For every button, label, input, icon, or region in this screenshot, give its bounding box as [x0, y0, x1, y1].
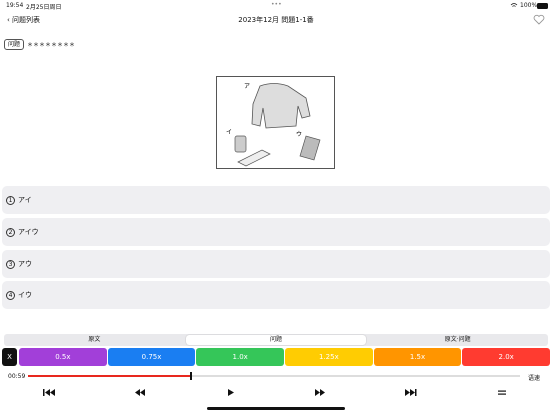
- speed-button[interactable]: 0.5x: [19, 348, 107, 366]
- speed-button[interactable]: 0.75x: [107, 348, 196, 366]
- image-label: イ: [226, 129, 232, 136]
- view-tabs: 原文 问题 原文·问题: [4, 334, 548, 346]
- speed-button[interactable]: 1.25x: [285, 348, 373, 366]
- speed-buttons: 0.5x 0.75x 1.0x 1.25x 1.5x 2.0x: [19, 348, 551, 366]
- battery-level: 100%: [520, 2, 538, 9]
- favorite-button[interactable]: [533, 14, 545, 25]
- option-text: イウ: [18, 291, 32, 299]
- option[interactable]: 1 アイ: [2, 186, 550, 214]
- option-text: アイウ: [18, 228, 39, 236]
- back-label[interactable]: 问题列表: [12, 16, 41, 24]
- option[interactable]: 4 イウ: [2, 281, 550, 309]
- question-masked: ＊＊＊＊＊＊＊＊: [27, 42, 76, 49]
- rewind[interactable]: [135, 389, 145, 396]
- nav-title: 2023年12月 問題1-1番: [238, 16, 314, 24]
- skip-forward[interactable]: [405, 389, 417, 396]
- tab-selected[interactable]: 问题: [185, 335, 367, 345]
- progress-fill: [28, 375, 191, 377]
- status-time: 19:54: [6, 2, 24, 9]
- option[interactable]: 2 アイウ: [2, 218, 550, 246]
- option-text: アウ: [18, 260, 32, 268]
- back-button[interactable]: ‹ 问题列表: [7, 16, 41, 24]
- speed-label[interactable]: 语速: [528, 375, 541, 382]
- status-date: 2月25日周日: [26, 4, 62, 11]
- player-controls: [43, 389, 506, 396]
- option-number: 4: [6, 290, 15, 300]
- tab[interactable]: 原文: [88, 336, 101, 343]
- current-time: 00:59: [8, 373, 26, 380]
- close-speed[interactable]: X: [2, 348, 17, 366]
- option-number: 1: [6, 195, 15, 205]
- question-tag: 问题: [4, 39, 25, 50]
- status-icons: [510, 3, 548, 9]
- speed-button[interactable]: 1.0x: [196, 348, 285, 366]
- image-label: ウ: [296, 130, 302, 138]
- progress-thumb[interactable]: [190, 372, 192, 380]
- multitask-dots[interactable]: •••: [271, 1, 282, 8]
- fast-forward[interactable]: [315, 389, 325, 396]
- menu[interactable]: [498, 390, 506, 395]
- option-number: 2: [6, 227, 15, 237]
- option-text: アイ: [18, 196, 32, 204]
- play[interactable]: [228, 389, 234, 396]
- image-label: ア: [244, 83, 250, 90]
- question-image: ア イ ウ: [216, 76, 335, 169]
- speed-button[interactable]: 1.5x: [373, 348, 462, 366]
- home-indicator: [207, 407, 345, 410]
- progress-track[interactable]: [28, 375, 520, 377]
- tab[interactable]: 原文·问题: [444, 336, 471, 343]
- option[interactable]: 3 アウ: [2, 250, 550, 278]
- skip-back[interactable]: [43, 389, 55, 396]
- speed-button[interactable]: 2.0x: [462, 348, 551, 366]
- option-number: 3: [6, 259, 15, 269]
